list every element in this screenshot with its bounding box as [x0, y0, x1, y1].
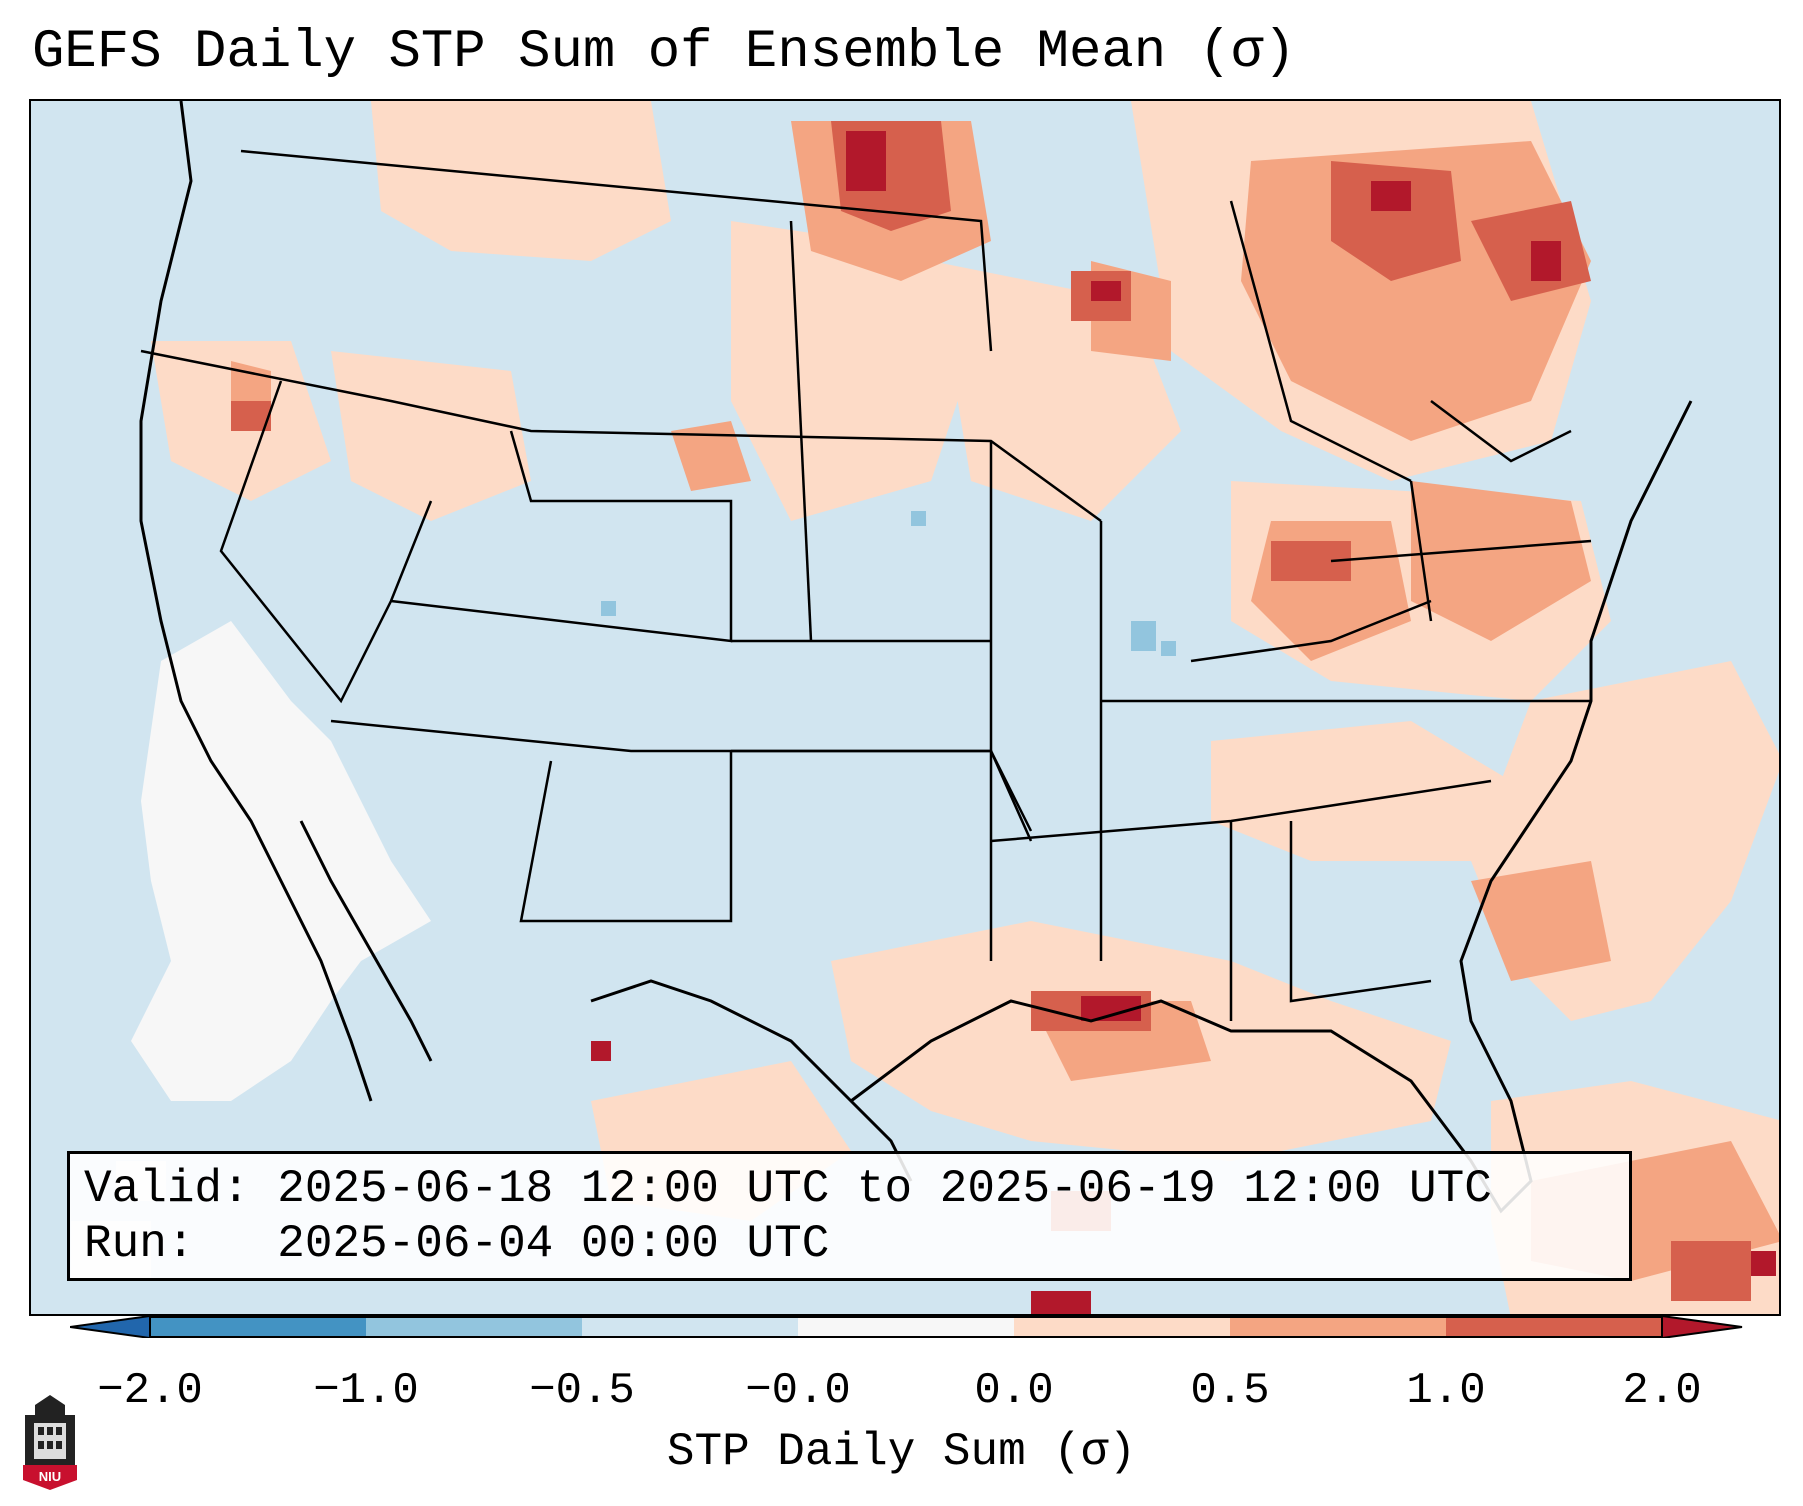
colorbar-tick: 0.0	[974, 1366, 1054, 1416]
colorbar-tick: −2.0	[97, 1366, 203, 1416]
coastlines	[139, 101, 1693, 1214]
colorbar-segment-6	[1230, 1316, 1446, 1338]
anomaly-extreme	[591, 131, 1776, 1314]
colorbar-tick: −0.5	[529, 1366, 635, 1416]
colorbar-tick: −0.0	[745, 1366, 851, 1416]
logo-text: NIU	[39, 1469, 61, 1484]
colorbar-segment-7	[1446, 1316, 1662, 1338]
anomaly-negative	[601, 511, 1176, 656]
colorbar-extend-high	[1661, 1316, 1743, 1338]
state-borders	[140, 149, 1592, 1021]
map-panel	[29, 99, 1781, 1316]
colorbar-extend-low	[70, 1316, 151, 1338]
run-time: Run: 2025-06-04 00:00 UTC	[84, 1218, 830, 1270]
valid-time: Valid: 2025-06-18 12:00 UTC to 2025-06-1…	[84, 1163, 1492, 1215]
colorbar-segment-4	[798, 1316, 1014, 1338]
colorbar-tick: 1.0	[1406, 1366, 1486, 1416]
map-svg	[71, 101, 1779, 1314]
colorbar-tick: 0.5	[1190, 1366, 1270, 1416]
colorbar-segment-1	[150, 1316, 366, 1338]
colorbar-segment-2	[366, 1316, 582, 1338]
colorbar-segment-3	[582, 1316, 798, 1338]
colorbar	[70, 1316, 1743, 1338]
colorbar-label: STP Daily Sum (σ)	[666, 1426, 1137, 1478]
niu-logo: NIU	[23, 1395, 77, 1490]
colorbar-tick: −1.0	[313, 1366, 419, 1416]
info-box: Valid: 2025-06-18 12:00 UTC to 2025-06-1…	[67, 1151, 1632, 1281]
colorbar-tick: 2.0	[1622, 1366, 1702, 1416]
colorbar-segment-5	[1014, 1316, 1230, 1338]
chart-title: GEFS Daily STP Sum of Ensemble Mean (σ)	[32, 22, 1296, 83]
